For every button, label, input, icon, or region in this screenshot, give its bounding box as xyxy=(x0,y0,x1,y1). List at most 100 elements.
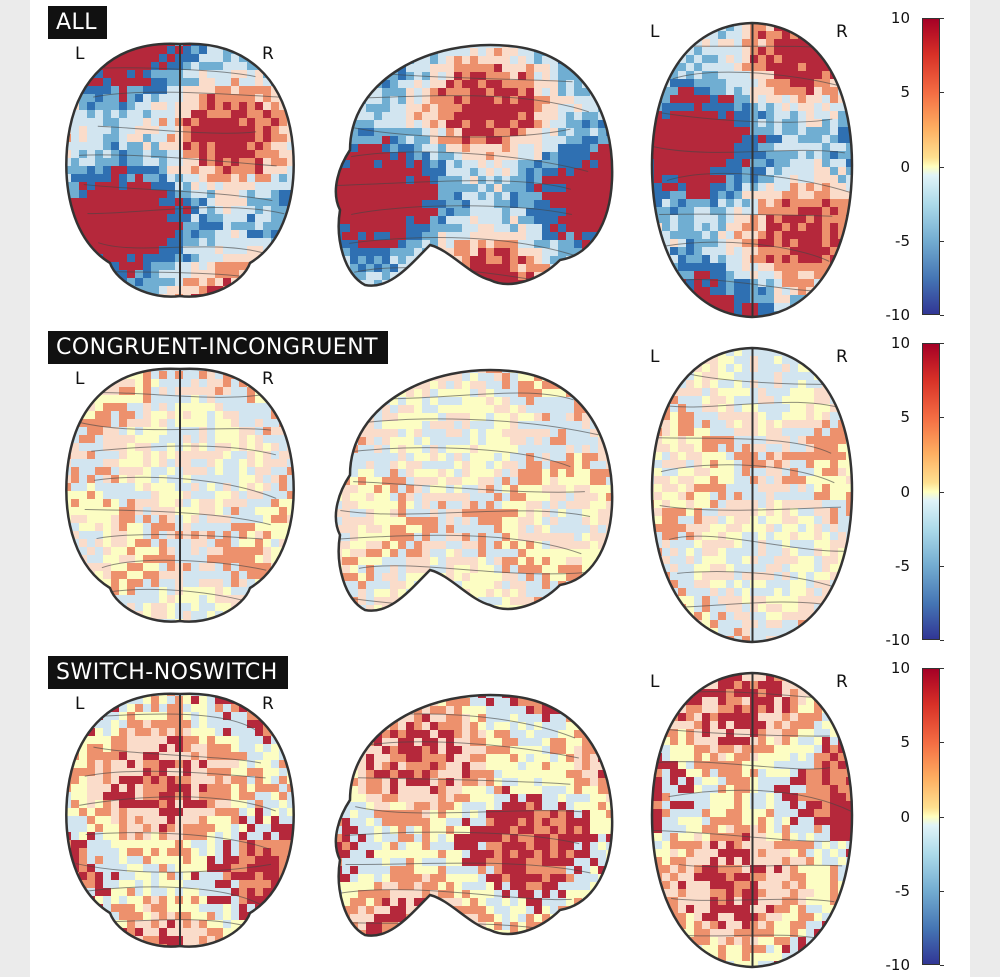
voxel xyxy=(742,215,750,223)
voxel xyxy=(430,184,438,192)
voxel xyxy=(207,547,215,555)
voxel xyxy=(558,296,566,304)
voxel xyxy=(406,256,414,264)
voxel xyxy=(838,279,846,287)
voxel xyxy=(66,70,71,78)
voxel xyxy=(79,134,87,142)
voxel xyxy=(207,539,215,547)
voxel xyxy=(71,371,79,379)
voxel xyxy=(422,280,430,286)
voxel xyxy=(374,256,382,264)
voxel xyxy=(295,491,303,499)
voxel xyxy=(390,216,398,224)
voxel xyxy=(358,248,366,256)
voxel xyxy=(167,539,175,547)
voxel xyxy=(223,150,231,158)
voxel xyxy=(159,246,167,254)
voxel xyxy=(183,206,191,214)
voxel xyxy=(310,240,318,248)
voxel xyxy=(310,144,318,152)
voxel xyxy=(271,611,279,619)
voxel xyxy=(167,246,175,254)
voxel xyxy=(582,56,590,64)
voxel xyxy=(287,507,294,515)
voxel xyxy=(598,413,606,421)
voxel xyxy=(95,368,103,371)
voxel xyxy=(143,371,151,379)
voxel xyxy=(111,539,119,547)
voxel xyxy=(71,158,79,166)
voxel xyxy=(694,95,702,103)
voxel xyxy=(335,45,342,48)
voxel xyxy=(135,86,143,94)
voxel xyxy=(782,287,790,295)
voxel xyxy=(119,78,127,86)
voxel xyxy=(159,70,167,78)
voxel xyxy=(183,78,191,86)
voxel xyxy=(239,368,247,371)
voxel xyxy=(255,587,263,595)
voxel xyxy=(66,379,71,387)
voxel xyxy=(215,150,223,158)
voxel xyxy=(438,128,446,136)
voxel xyxy=(239,62,247,70)
voxel xyxy=(71,54,79,62)
voxel xyxy=(55,142,63,150)
voxel xyxy=(287,238,294,246)
voxel xyxy=(271,198,279,206)
voxel xyxy=(790,247,798,255)
voxel xyxy=(95,54,103,62)
voxel xyxy=(55,94,63,102)
voxel xyxy=(366,120,374,128)
voxel xyxy=(239,403,247,411)
voxel xyxy=(79,619,87,622)
voxel xyxy=(470,373,478,381)
voxel xyxy=(438,88,446,96)
voxel xyxy=(734,135,742,143)
voxel xyxy=(502,128,510,136)
voxel xyxy=(215,62,223,70)
voxel xyxy=(295,419,303,427)
voxel xyxy=(231,419,239,427)
voxel xyxy=(574,45,582,48)
voxel xyxy=(215,515,223,523)
voxel xyxy=(135,371,143,379)
voxel xyxy=(271,387,279,395)
voxel xyxy=(191,563,199,571)
voxel xyxy=(382,192,390,200)
voxel xyxy=(127,483,135,491)
voxel xyxy=(191,118,199,126)
voxel xyxy=(287,246,294,254)
voxel xyxy=(598,56,606,64)
voxel xyxy=(79,467,87,475)
voxel xyxy=(478,45,486,48)
voxel xyxy=(167,451,175,459)
voxel xyxy=(598,144,606,152)
voxel xyxy=(382,45,390,48)
voxel xyxy=(295,483,303,491)
voxel xyxy=(590,104,598,112)
voxel xyxy=(766,71,774,79)
voxel xyxy=(534,64,542,72)
voxel xyxy=(95,166,103,174)
voxel xyxy=(542,168,550,176)
voxel xyxy=(382,224,390,232)
voxel xyxy=(151,222,159,230)
voxel xyxy=(438,280,446,286)
voxel xyxy=(366,112,374,120)
voxel xyxy=(398,405,406,413)
voxel xyxy=(470,88,478,96)
voxel xyxy=(183,150,191,158)
voxel xyxy=(191,419,199,427)
voxel xyxy=(550,405,558,413)
voxel xyxy=(390,405,398,413)
voxel xyxy=(790,143,798,151)
voxel xyxy=(750,63,758,71)
voxel xyxy=(79,262,87,270)
voxel xyxy=(119,54,127,62)
voxel xyxy=(287,579,294,587)
voxel xyxy=(79,294,87,297)
voxel xyxy=(526,370,534,373)
voxel xyxy=(670,103,678,111)
voxel xyxy=(652,287,654,295)
